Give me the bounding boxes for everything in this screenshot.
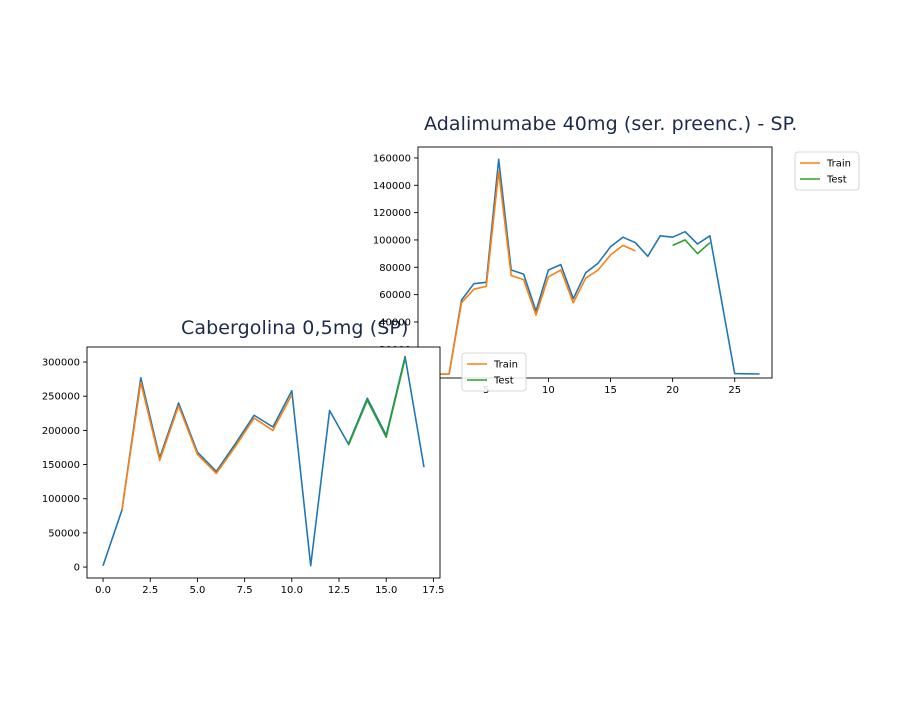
adalimumabe-series-actual-line — [424, 158, 760, 376]
adalimumabe-legend-label-train: Train — [826, 159, 851, 170]
cabergolina-x-tick-label: 5.0 — [189, 585, 205, 596]
cabergolina-axes-frame — [86, 346, 441, 579]
adalimumabe-y-tick-label: 80000 — [379, 263, 411, 274]
cabergolina-x-tick-label: 12.5 — [328, 585, 350, 596]
cabergolina-y-tick-label: 150000 — [42, 460, 80, 471]
cabergolina-legend: Train Test — [461, 352, 527, 392]
chart-title-adalimumabe: Adalimumabe 40mg (ser. preenc.) - SP. — [424, 113, 798, 135]
cabergolina-y-tick-label: 50000 — [48, 528, 80, 539]
cabergolina-y-tick-label: 300000 — [42, 358, 80, 369]
cabergolina-y-tick-label: 0 — [74, 563, 80, 574]
adalimumabe-chart: 2000040000600008000010000012000014000016… — [373, 146, 860, 396]
cabergolina-series-test-line — [347, 358, 406, 446]
adalimumabe-x-tick-label: 25 — [728, 385, 741, 396]
adalimumabe-plot-area — [418, 147, 772, 378]
adalimumabe-y-tick-label: 160000 — [373, 153, 411, 164]
adalimumabe-y-tick-label: 100000 — [373, 235, 411, 246]
cabergolina-x-tick-label: 15.0 — [375, 585, 397, 596]
adalimumabe-x-tick-label: 10 — [542, 385, 555, 396]
cabergolina-y-tick-label: 250000 — [42, 392, 80, 403]
cabergolina-series-train-line — [121, 381, 293, 511]
cabergolina-x-tick-label: 7.5 — [237, 585, 253, 596]
adalimumabe-legend-box — [794, 151, 860, 191]
adalimumabe-legend-label-test: Test — [826, 175, 847, 186]
adalimumabe-x-tick-label: 15 — [604, 385, 617, 396]
cabergolina-legend-box — [461, 352, 527, 392]
adalimumabe-series-test-line — [672, 239, 711, 255]
cabergolina-x-tick-label: 2.5 — [142, 585, 158, 596]
cabergolina-y-tick-label: 100000 — [42, 494, 80, 505]
adalimumabe-legend: Train Test — [794, 151, 860, 191]
adalimumabe-y-tick-label: 40000 — [379, 317, 411, 328]
adalimumabe-series-train-line — [424, 170, 636, 376]
cabergolina-legend-label-test: Test — [493, 376, 514, 387]
adalimumabe-y-tick-label: 60000 — [379, 290, 411, 301]
cabergolina-x-tick-label: 0.0 — [95, 585, 111, 596]
cabergolina-y-tick-label: 200000 — [42, 426, 80, 437]
chart-title-cabergolina: Cabergolina 0,5mg (SP) — [181, 317, 409, 339]
adalimumabe-y-tick-label: 120000 — [373, 208, 411, 219]
adalimumabe-x-tick-label: 20 — [666, 385, 679, 396]
cabergolina-x-tick-label: 10.0 — [281, 585, 303, 596]
adalimumabe-axes-frame — [417, 146, 773, 379]
cabergolina-x-tick-label: 17.5 — [422, 585, 444, 596]
cabergolina-chart: 0 50000 100000 150000 200000 250000 300000 0.0 2… — [42, 346, 527, 596]
cabergolina-legend-label-train: Train — [493, 360, 518, 371]
cabergolina-plot-area — [87, 347, 440, 578]
adalimumabe-y-tick-label: 140000 — [373, 181, 411, 192]
